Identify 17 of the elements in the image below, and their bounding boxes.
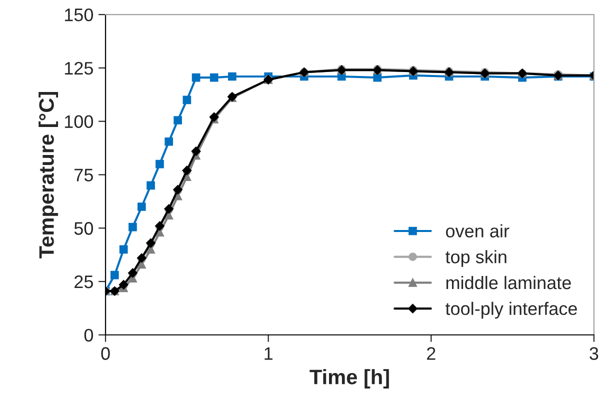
y-tick-label: 25 <box>74 275 93 288</box>
legend-label: tool-ply interface <box>446 302 577 319</box>
y-axis-title: Temperature [°C] <box>38 92 58 258</box>
y-tick-label: 0 <box>84 328 94 342</box>
y-tick-label: 150 <box>64 8 94 22</box>
x-tick-label: 0 <box>101 347 110 360</box>
x-tick-label: 1 <box>264 347 272 360</box>
y-tick-label: 125 <box>64 62 93 75</box>
x-axis-title: Time [h] <box>310 369 389 388</box>
legend-label: oven air <box>446 224 510 238</box>
x-tick-label: 3 <box>590 347 598 360</box>
legend-label: middle laminate <box>446 276 571 290</box>
y-tick-label: 75 <box>74 168 93 182</box>
legend-label: top skin <box>446 250 506 267</box>
y-tick-label: 100 <box>64 115 94 128</box>
x-tick-label: 2 <box>427 347 436 360</box>
y-tick-label: 50 <box>74 222 94 235</box>
